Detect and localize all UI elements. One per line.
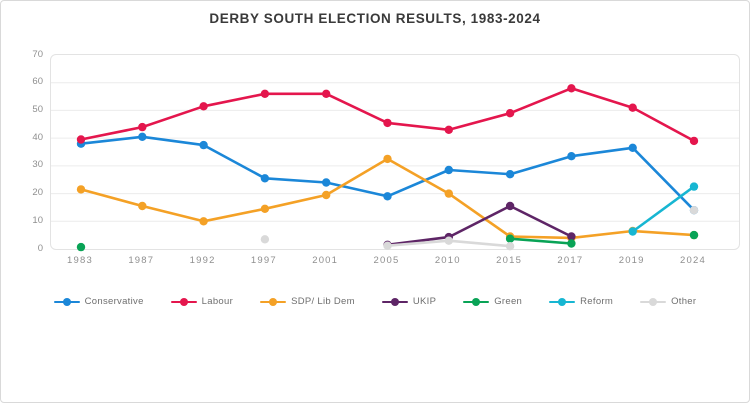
- x-tick-label-2010: 2010: [434, 255, 461, 266]
- legend-marker-icon: [463, 297, 490, 306]
- data-point-labour-1997: [260, 89, 270, 98]
- data-point-reform-2019: [628, 227, 637, 236]
- data-point-labour-1987: [138, 122, 147, 132]
- data-point-reform-2024: [689, 182, 699, 191]
- y-tick-label-10: 10: [32, 214, 43, 226]
- legend-marker-icon: [640, 297, 667, 306]
- data-point-other-2005: [383, 241, 392, 250]
- line-chart: [51, 82, 739, 252]
- legend-label: SDP/ Lib Dem: [291, 296, 355, 307]
- chart-title: DERBY SOUTH ELECTION RESULTS, 1983-2024: [209, 11, 541, 26]
- series-line-ukip: [386, 204, 573, 247]
- x-tick-label-1983: 1983: [67, 255, 93, 266]
- legend-item-ukip[interactable]: UKIP: [381, 296, 437, 307]
- legend-item-other[interactable]: Other: [640, 296, 696, 307]
- data-point-conservative-2001: [322, 178, 331, 187]
- legend-label: Reform: [580, 296, 614, 307]
- x-tick-label-2017: 2017: [557, 255, 584, 266]
- data-point-sdp-lib-dem-1983: [76, 185, 86, 194]
- data-point-conservative-2019: [628, 143, 637, 152]
- data-point-labour-2024: [689, 136, 699, 146]
- data-point-other-2010: [444, 236, 453, 245]
- data-point-labour-2015: [505, 109, 515, 118]
- legend-item-reform[interactable]: Reform: [549, 296, 613, 307]
- legend-label: Green: [494, 296, 523, 307]
- data-point-labour-2019: [628, 103, 637, 112]
- data-point-conservative-1992: [199, 140, 208, 150]
- data-point-conservative-2005: [383, 192, 392, 201]
- legend-item-green[interactable]: Green: [463, 296, 522, 307]
- x-tick-label-1992: 1992: [189, 255, 216, 266]
- data-point-conservative-2017: [567, 152, 576, 161]
- y-tick-label-20: 20: [32, 187, 43, 199]
- data-point-ukip-2017: [567, 232, 576, 241]
- data-point-labour-2010: [444, 125, 453, 134]
- data-point-conservative-1997: [260, 174, 270, 183]
- x-tick-label-2019: 2019: [618, 255, 645, 266]
- data-point-sdp-lib-dem-2005: [383, 154, 392, 164]
- legend-marker-icon: [170, 297, 197, 306]
- series-line-labour: [79, 87, 696, 143]
- x-tick-label-1987: 1987: [128, 255, 155, 266]
- data-point-green-2015: [505, 234, 515, 243]
- data-point-other-2015: [505, 242, 515, 251]
- data-point-conservative-1987: [138, 132, 147, 141]
- data-point-sdp-lib-dem-1997: [260, 204, 270, 213]
- x-tick-label-1997: 1997: [250, 255, 277, 266]
- legend-label: Labour: [201, 296, 234, 307]
- y-tick-label-40: 40: [32, 131, 43, 143]
- plot-area: [50, 54, 740, 252]
- legend-marker-icon: [549, 297, 576, 306]
- x-tick-label-2015: 2015: [496, 255, 523, 266]
- legend: Conservative Labour SDP/ Lib Dem UKIP Green R…: [1, 296, 749, 307]
- legend-marker-icon: [260, 297, 287, 306]
- data-point-labour-1992: [199, 102, 208, 111]
- y-tick-label-50: 50: [32, 103, 43, 115]
- data-point-labour-2001: [322, 89, 331, 98]
- y-tick-label-30: 30: [32, 159, 43, 171]
- data-point-green-2017: [567, 239, 576, 248]
- data-point-sdp-lib-dem-2001: [322, 190, 331, 200]
- x-tick-label-2005: 2005: [373, 255, 400, 266]
- data-point-other-1997: [260, 235, 270, 244]
- legend-item-conservative[interactable]: Conservative: [53, 296, 144, 307]
- y-tick-label-0: 0: [37, 242, 43, 254]
- x-tick-label-2001: 2001: [312, 255, 339, 266]
- data-point-other-2024: [689, 206, 699, 215]
- data-point-ukip-2015: [505, 201, 515, 211]
- x-tick-label-2024: 2024: [680, 255, 706, 266]
- data-point-sdp-lib-dem-1987: [138, 201, 147, 211]
- data-point-labour-2017: [567, 84, 576, 93]
- legend-marker-icon: [53, 297, 80, 306]
- y-tick-label-70: 70: [32, 48, 43, 60]
- data-point-conservative-2015: [505, 170, 515, 179]
- legend-item-sdp-lib-dem[interactable]: SDP/ Lib Dem: [260, 296, 355, 307]
- data-point-green-1983: [76, 242, 86, 252]
- data-point-conservative-2010: [444, 165, 453, 175]
- legend-label: UKIP: [412, 296, 437, 307]
- legend-marker-icon: [381, 297, 408, 306]
- data-point-labour-1983: [76, 135, 86, 144]
- y-tick-label-60: 60: [32, 76, 43, 88]
- data-point-labour-2005: [383, 118, 392, 128]
- data-point-sdp-lib-dem-2010: [444, 189, 453, 198]
- legend-label: Conservative: [84, 296, 144, 307]
- data-point-green-2024: [689, 230, 699, 240]
- legend-item-labour[interactable]: Labour: [170, 296, 234, 307]
- data-point-sdp-lib-dem-1992: [199, 217, 208, 226]
- legend-label: Other: [671, 296, 697, 307]
- series-line-reform: [631, 185, 696, 233]
